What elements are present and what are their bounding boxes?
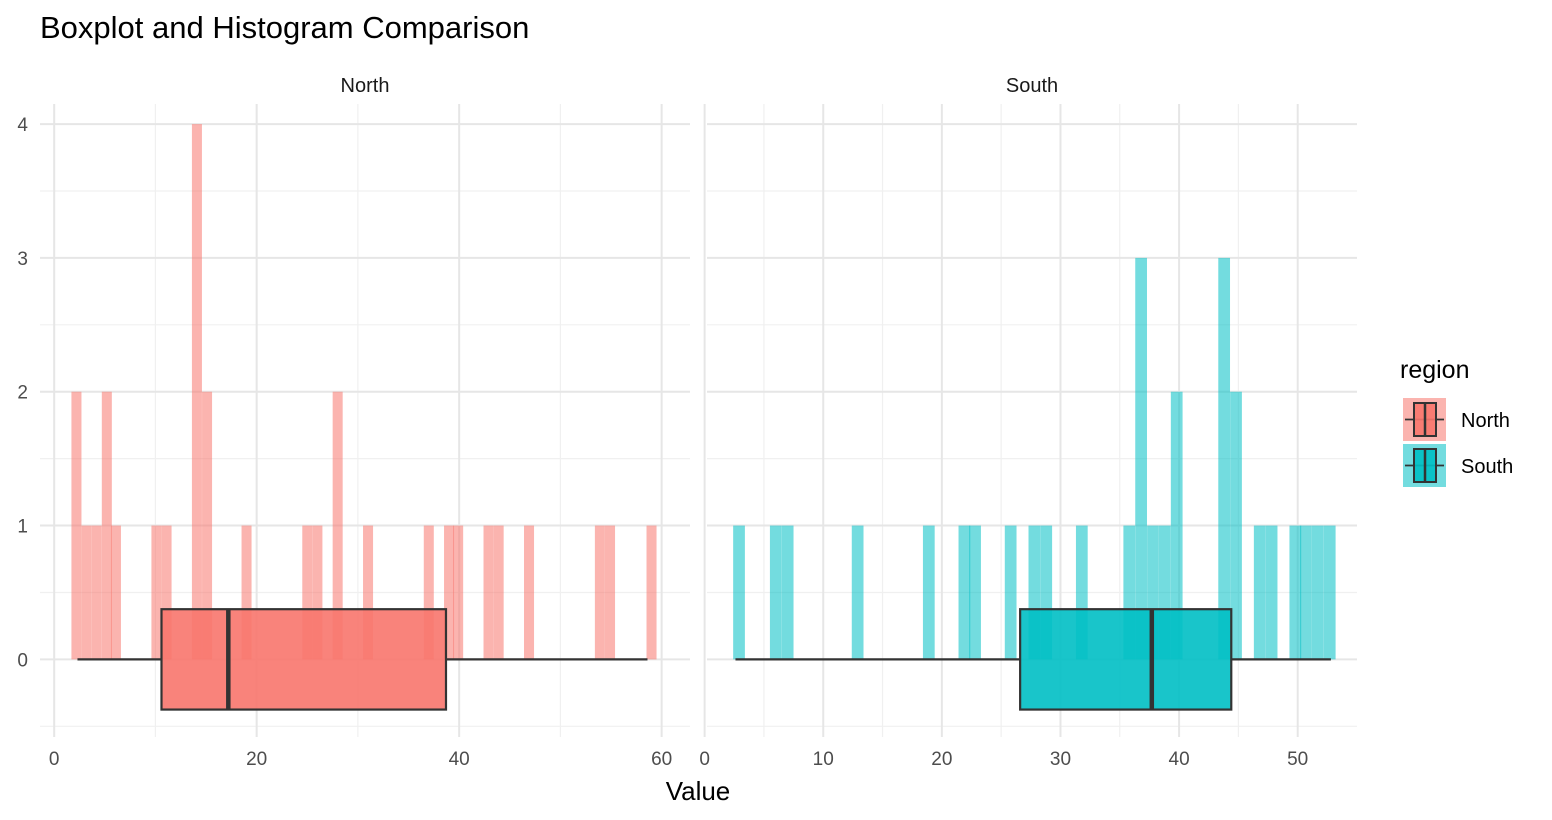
histogram-bar (1028, 525, 1041, 660)
histogram-bar (151, 525, 162, 660)
histogram-bar (1265, 525, 1278, 660)
legend-item-north: North (1403, 398, 1510, 441)
boxplot-box (1019, 608, 1233, 711)
histogram-bar (423, 525, 434, 660)
x-tick-label: 0 (699, 749, 710, 770)
histogram-bar (1158, 525, 1171, 660)
histogram-bar (191, 124, 202, 660)
histogram-bar (312, 525, 323, 660)
histogram-bar (1147, 525, 1159, 660)
y-tick-label: 2 (17, 383, 28, 404)
strip-label-south: South (1006, 75, 1058, 97)
histogram-bar (101, 391, 112, 660)
histogram-bar (241, 525, 252, 660)
histogram-bar (444, 525, 455, 660)
histogram-bar (594, 525, 605, 660)
histogram-bar (202, 391, 213, 660)
x-tick-label: 40 (1169, 749, 1190, 770)
histogram-bar (1123, 525, 1136, 660)
x-tick-label: 20 (931, 749, 952, 770)
histogram-bar (483, 525, 494, 660)
histogram-bar (781, 525, 794, 660)
y-tick-label: 3 (17, 249, 28, 270)
histogram-bar (922, 525, 935, 660)
x-tick-label: 60 (651, 749, 672, 770)
histogram-bar (1230, 391, 1242, 660)
histogram-bar (110, 525, 121, 660)
histogram-bar (1323, 525, 1336, 660)
histogram-bar (958, 525, 971, 660)
y-tick-label: 4 (17, 115, 28, 136)
histogram-bar (363, 525, 374, 660)
histogram-bar (1170, 391, 1183, 660)
histogram-bar (1311, 525, 1324, 660)
boxplot-box (160, 608, 448, 711)
histogram-bar (769, 525, 782, 660)
x-axis-title: Value (666, 776, 731, 806)
histogram-bar (493, 525, 504, 660)
x-tick-label: 0 (49, 749, 60, 770)
histogram-bar (733, 525, 745, 660)
panel-south: South 0 10 20 30 40 50 (699, 75, 1357, 770)
histogram-bar (1135, 257, 1147, 660)
histogram-bar (1075, 525, 1088, 660)
strip-label-north: North (341, 75, 390, 97)
histogram-bar (161, 525, 172, 660)
legend: region North South (1400, 356, 1513, 487)
x-tick-label: 50 (1287, 749, 1308, 770)
histogram-bar (1218, 257, 1231, 660)
legend-item-south: South (1403, 444, 1513, 487)
histogram-bar (524, 525, 535, 660)
histogram-bar (1253, 525, 1266, 660)
y-tick-label: 0 (17, 650, 28, 671)
legend-title: region (1400, 356, 1470, 384)
chart-title: Boxplot and Histogram Comparison (40, 10, 529, 45)
legend-label: South (1461, 456, 1513, 478)
histogram-bar (605, 525, 616, 660)
histogram-bar (302, 525, 313, 660)
panel-north: North 0 20 40 60 0 1 2 3 4 (17, 75, 690, 770)
histogram-bar (453, 525, 464, 660)
histogram-bar (851, 525, 864, 660)
x-tick-label: 20 (246, 749, 267, 770)
x-tick-label: 40 (449, 749, 470, 770)
x-tick-label: 10 (813, 749, 834, 770)
histogram-bar (646, 525, 657, 660)
x-tick-label: 30 (1050, 749, 1071, 770)
histogram-bar (81, 525, 92, 660)
histogram-bar (1289, 525, 1302, 660)
histogram-bar (332, 391, 343, 660)
histogram-bar (71, 391, 82, 660)
legend-label: North (1461, 410, 1510, 432)
histogram-bar (1004, 525, 1017, 660)
histogram-bar (91, 525, 102, 660)
histogram-bar (1040, 525, 1053, 660)
y-tick-label: 1 (17, 517, 28, 538)
histogram-bar (1300, 525, 1312, 660)
panels: North 0 20 40 60 0 1 2 3 4 South 0 10 20 30 40 50 (17, 75, 1357, 770)
histogram-bar (969, 525, 981, 660)
